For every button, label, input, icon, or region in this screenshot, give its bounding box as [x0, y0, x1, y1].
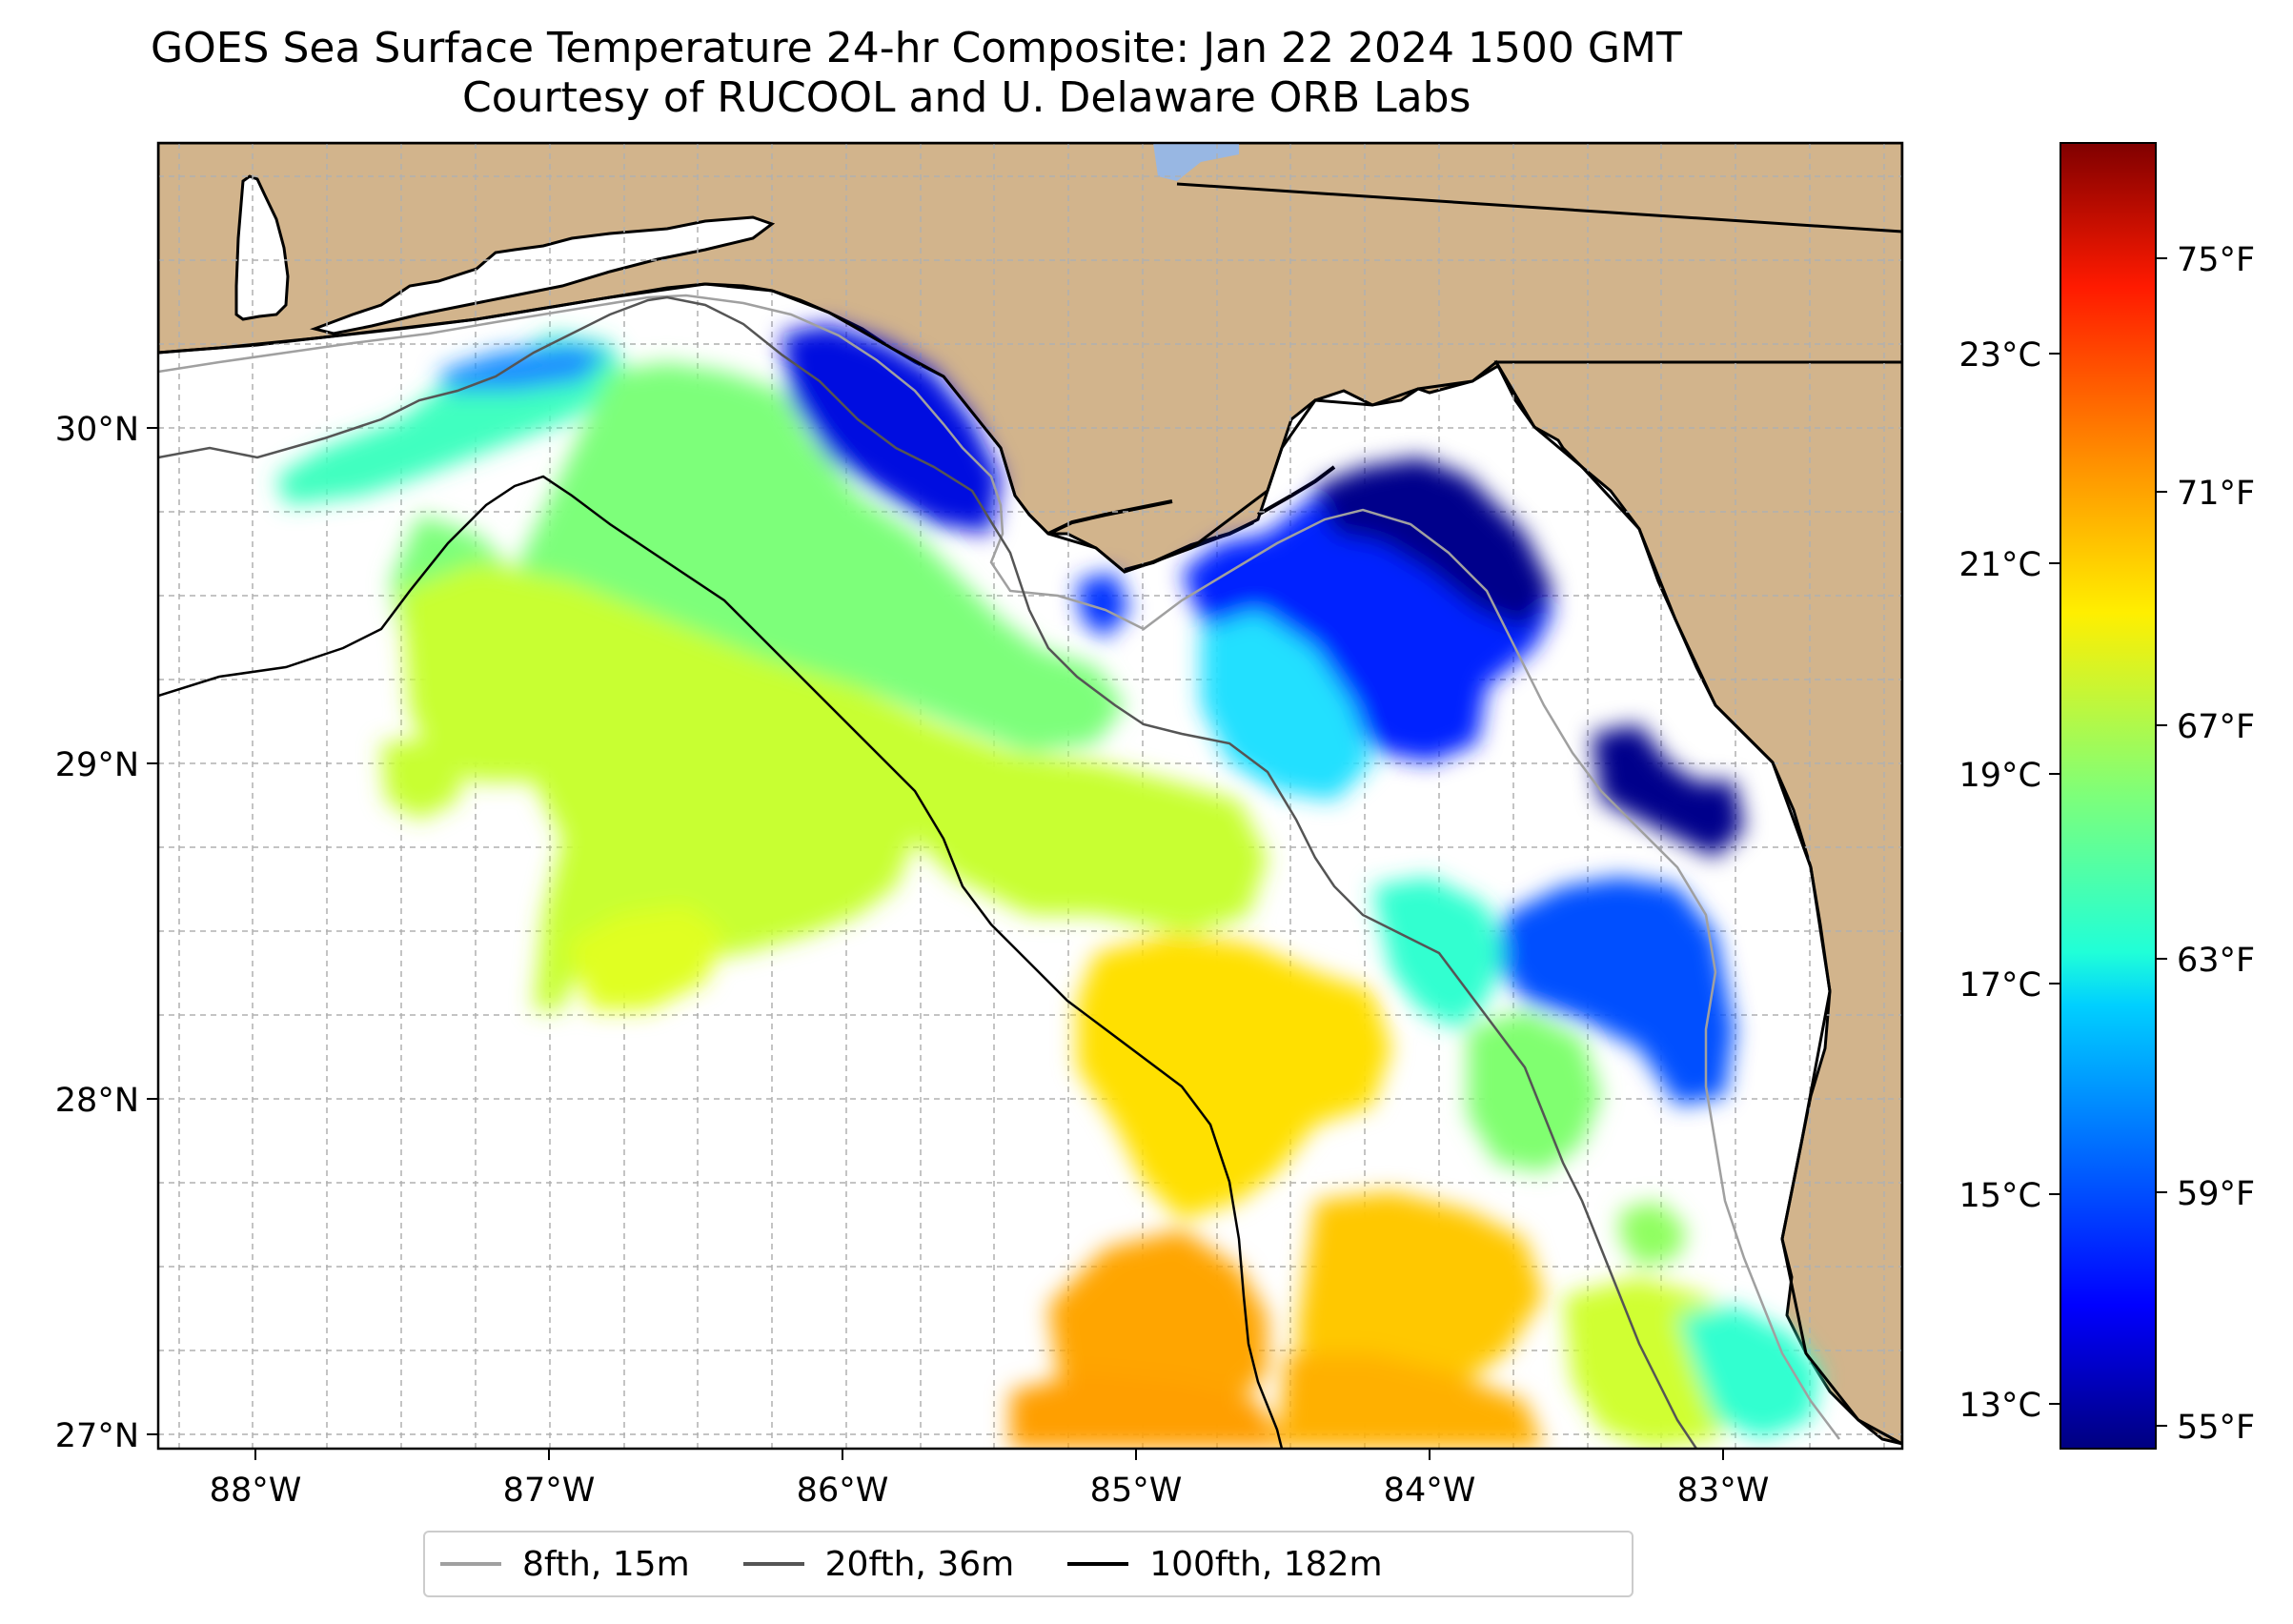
cbar-f-55: 55°F — [2177, 1409, 2255, 1447]
cbar-f-75: 75°F — [2177, 241, 2255, 279]
cbar-f-63: 63°F — [2177, 942, 2255, 980]
lon-tick-88W: 88°W — [210, 1472, 302, 1510]
map-title-line2: Courtesy of RUCOOL and U. Delaware ORB L… — [462, 73, 1471, 122]
sst-patch-blue-nw — [438, 343, 610, 391]
sst-patch-blue-small — [1077, 572, 1129, 639]
lat-tick-28N: 28°N — [55, 1082, 139, 1120]
sst-patch-cyan-se — [1677, 1306, 1820, 1439]
lon-ticks — [254, 1449, 1724, 1460]
cbar-c-15: 15°C — [1959, 1177, 2041, 1215]
legend-line-36m — [742, 1562, 804, 1566]
legend-item-182m: 100fth, 182m — [1067, 1544, 1383, 1584]
legend-label-182m: 100fth, 182m — [1149, 1544, 1383, 1584]
sst-patch-yellowgreen-small — [381, 739, 467, 820]
cbar-c-21: 21°C — [1959, 546, 2041, 584]
cbar-c-13: 13°C — [1959, 1387, 2041, 1425]
sst-patch-darkblue-east — [1592, 724, 1744, 858]
map-frame — [156, 141, 1904, 1451]
isobath-182m — [158, 475, 1284, 1449]
coastline — [158, 282, 1902, 1446]
cbar-f-67: 67°F — [2177, 708, 2255, 746]
colorbar-celsius-ticks — [2049, 353, 2060, 1405]
legend-item-36m: 20fth, 36m — [742, 1544, 1015, 1584]
sst-patch-orange-south-center — [1277, 1353, 1544, 1449]
lat-ticks — [147, 427, 158, 1435]
sst-patch-yellow-south — [1077, 934, 1391, 1220]
lon-tick-87W: 87°W — [503, 1472, 596, 1510]
isobath-legend: 8fth, 15m 20fth, 36m 100fth, 182m — [423, 1531, 1634, 1597]
lon-tick-86W: 86°W — [797, 1472, 889, 1510]
lon-tick-85W: 85°W — [1090, 1472, 1183, 1510]
sst-patch-yellowgreen-central — [400, 562, 1268, 1010]
cbar-c-19: 19°C — [1959, 757, 2041, 795]
map-plot-area — [158, 143, 1902, 1449]
lat-tick-30N: 30°N — [55, 411, 139, 449]
legend-label-36m: 20fth, 36m — [824, 1544, 1015, 1584]
legend-item-15m: 8fth, 15m — [440, 1545, 690, 1584]
cbar-f-59: 59°F — [2177, 1175, 2255, 1213]
cbar-c-17: 17°C — [1959, 966, 2041, 1005]
colorbar — [2060, 142, 2157, 1450]
sst-patch-blue-apalachee — [781, 324, 1001, 534]
legend-line-182m — [1067, 1562, 1129, 1566]
sst-patch-green-nw — [391, 362, 1125, 753]
state-border — [1176, 182, 1902, 233]
isobath-36m — [158, 295, 1698, 1449]
sst-patch-blue-east — [1496, 877, 1735, 1106]
bay-lake — [1153, 143, 1239, 181]
mobile-bay — [234, 174, 290, 321]
sst-patch-yellow-west — [567, 905, 724, 1010]
legend-line-15m — [440, 1562, 501, 1566]
sst-patch-orange-southwest — [1010, 1372, 1287, 1449]
isobath-15m — [158, 294, 1840, 1440]
sst-patch-green-se-small — [1620, 1201, 1687, 1268]
lon-tick-84W: 84°W — [1384, 1472, 1476, 1510]
colorbar-fahrenheit-ticks — [2156, 257, 2167, 1427]
land-peninsula — [1493, 360, 1902, 1446]
legend-label-15m: 8fth, 15m — [522, 1544, 690, 1584]
cbar-f-71: 71°F — [2177, 475, 2255, 513]
lat-tick-29N: 29°N — [55, 746, 139, 784]
lat-tick-27N: 27°N — [55, 1417, 139, 1455]
lon-tick-83W: 83°W — [1677, 1472, 1770, 1510]
map-title-line1: GOES Sea Surface Temperature 24-hr Compo… — [151, 24, 1682, 72]
cbar-c-23: 23°C — [1959, 336, 2041, 375]
